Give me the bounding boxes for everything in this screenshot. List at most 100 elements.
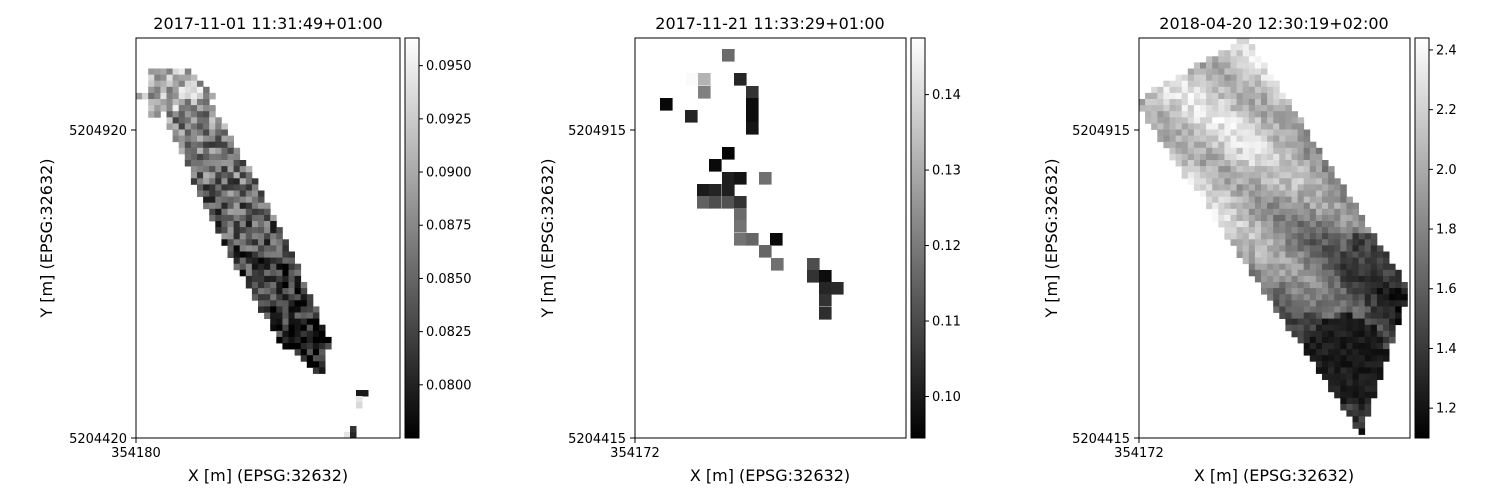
raster-cell — [746, 86, 759, 99]
raster-cell — [1364, 312, 1372, 319]
raster-cell — [1273, 160, 1280, 167]
raster-cell — [350, 432, 357, 439]
raster-cell — [1248, 245, 1256, 252]
raster-cell — [227, 233, 234, 240]
raster-cell — [166, 92, 173, 100]
raster-cell — [209, 184, 216, 191]
raster-cell — [1248, 184, 1256, 191]
raster-cell — [1297, 330, 1305, 338]
panel-2-colorbar-frame — [910, 37, 926, 439]
raster-cell — [203, 86, 210, 94]
raster-cell — [300, 349, 308, 356]
raster-cell — [1261, 99, 1268, 106]
raster-cell — [1224, 99, 1231, 106]
raster-cell — [1376, 257, 1384, 265]
raster-cell — [1370, 318, 1378, 326]
raster-cell — [722, 172, 735, 185]
raster-cell — [1376, 269, 1384, 277]
raster-cell — [233, 239, 241, 246]
raster-cell — [1261, 275, 1268, 283]
raster-cell — [1175, 99, 1183, 106]
raster-cell — [215, 214, 222, 222]
raster-cell — [1169, 123, 1176, 130]
raster-cell — [1346, 202, 1353, 210]
raster-cell — [1254, 190, 1262, 197]
raster-cell — [300, 288, 308, 295]
raster-cell — [312, 336, 320, 344]
raster-cell — [1267, 86, 1274, 94]
raster-cell — [288, 251, 295, 258]
raster-cell — [1218, 147, 1225, 155]
raster-cell — [1346, 275, 1353, 283]
raster-cell — [233, 184, 241, 191]
raster-cell — [1230, 74, 1237, 82]
raster-cell — [1376, 330, 1384, 338]
raster-cell — [1352, 379, 1359, 387]
raster-cell — [1285, 257, 1292, 265]
raster-cell — [1248, 56, 1256, 63]
panel-1-ytick-label: 5204920 — [69, 124, 127, 139]
raster-cell — [294, 269, 302, 277]
panel-3-frame — [1138, 37, 1411, 439]
raster-cell — [227, 190, 234, 197]
raster-cell — [1309, 221, 1317, 228]
raster-cell — [1218, 80, 1225, 88]
raster-cell — [1303, 282, 1311, 289]
raster-cell — [264, 263, 271, 271]
raster-cell — [1212, 196, 1219, 204]
raster-cell — [1218, 105, 1225, 112]
raster-cell — [1175, 141, 1183, 149]
raster-cell — [1389, 306, 1396, 313]
raster-cell — [1248, 257, 1256, 265]
raster-cell — [1273, 92, 1280, 100]
raster-cell — [221, 166, 228, 173]
panel-1-xtick-label: 354180 — [111, 446, 161, 461]
raster-cell — [1224, 147, 1231, 155]
raster-cell — [1163, 141, 1170, 149]
panel-2-ylabel: Y [m] (EPSG:32632) — [538, 158, 557, 318]
raster-cell — [1291, 239, 1298, 246]
raster-cell — [1139, 99, 1146, 106]
raster-cell — [1309, 153, 1317, 161]
raster-cell — [1303, 172, 1311, 179]
raster-cell — [1230, 62, 1237, 69]
raster-cell — [1218, 214, 1225, 222]
raster-cell — [1267, 257, 1274, 265]
raster-cell — [1254, 105, 1262, 112]
raster-cell — [1267, 80, 1274, 88]
raster-cell — [1315, 263, 1323, 271]
raster-cell — [203, 135, 210, 143]
raster-cell — [1346, 330, 1353, 338]
raster-cell — [215, 153, 222, 161]
raster-cell — [1193, 184, 1201, 191]
raster-cell — [1273, 135, 1280, 143]
raster-cell — [221, 227, 228, 234]
raster-cell — [203, 184, 210, 191]
raster-cell — [1224, 111, 1231, 118]
raster-cell — [1267, 227, 1274, 234]
raster-cell — [697, 196, 710, 209]
raster-cell — [1389, 288, 1396, 295]
raster-cell — [306, 300, 314, 307]
raster-cell — [1248, 141, 1256, 149]
panel-1-raster — [136, 68, 369, 439]
panel-1-colorbar-frame — [404, 37, 420, 439]
panel-3-colorbar-ramp — [1415, 38, 1429, 438]
raster-cell — [1151, 111, 1158, 118]
raster-cell — [1236, 208, 1244, 216]
raster-cell — [1346, 214, 1353, 222]
raster-cell — [1200, 123, 1207, 130]
raster-cell — [197, 184, 204, 191]
raster-cell — [1291, 294, 1298, 301]
raster-cell — [1334, 251, 1341, 258]
raster-cell — [1279, 202, 1286, 210]
panel-3-ylabel: Y [m] (EPSG:32632) — [1042, 158, 1061, 318]
raster-cell — [1236, 245, 1244, 252]
raster-cell — [184, 111, 192, 118]
raster-cell — [1315, 214, 1323, 222]
raster-cell — [245, 245, 253, 252]
raster-cell — [1151, 99, 1158, 106]
raster-cell — [1273, 214, 1280, 222]
raster-cell — [1193, 178, 1201, 185]
raster-cell — [1236, 214, 1244, 222]
